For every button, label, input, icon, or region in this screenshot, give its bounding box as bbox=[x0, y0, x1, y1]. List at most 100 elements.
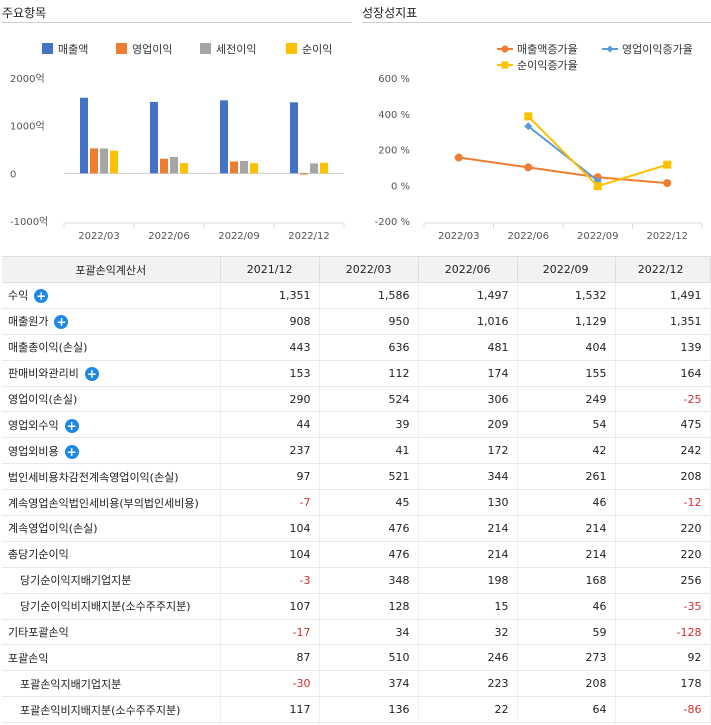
value-cell: 220 bbox=[615, 515, 711, 542]
value-cell: 510 bbox=[319, 644, 419, 672]
bar bbox=[290, 102, 298, 174]
point bbox=[501, 45, 509, 53]
value-cell: 172 bbox=[418, 437, 518, 465]
legend-label: 순이익 bbox=[302, 43, 332, 56]
value-cell: 1,351 bbox=[220, 282, 320, 309]
value-cell: 214 bbox=[517, 515, 616, 542]
bar bbox=[310, 163, 318, 174]
value-cell: 237 bbox=[220, 437, 320, 465]
value-cell: 41 bbox=[319, 437, 419, 465]
legend-label: 영업이익증가율 bbox=[622, 43, 693, 56]
value-cell: 45 bbox=[319, 489, 419, 517]
bar-chart-box: 매출액 영업이익 세전이익 순이익 2000억 1000억 0 -1000억 2022/03 20… bbox=[2, 22, 352, 252]
value-cell: 348 bbox=[319, 567, 419, 594]
expand-plus-icon[interactable]: + bbox=[54, 315, 69, 330]
value-cell: -86 bbox=[615, 696, 711, 724]
expand-plus-icon[interactable]: + bbox=[64, 418, 79, 433]
row-label-cell: 매출원가 + bbox=[2, 308, 221, 335]
row-label: 매출총이익(손실) bbox=[8, 341, 88, 355]
x-tick-label: 2022/09 bbox=[218, 231, 260, 242]
value-cell: 261 bbox=[517, 463, 616, 491]
row-label-cell: 포괄손익지배기업지분 bbox=[2, 670, 221, 698]
value-cell: 443 bbox=[220, 334, 320, 361]
bar bbox=[220, 100, 228, 174]
row-label-cell: 영업이익(손실) bbox=[2, 386, 221, 413]
x-tick-label: 2022/06 bbox=[507, 231, 549, 242]
y-tick-label: 2000억 bbox=[10, 73, 45, 85]
bar bbox=[100, 148, 108, 174]
row-label-cell: 영업외수익 + bbox=[2, 411, 221, 439]
value-cell: 908 bbox=[220, 308, 320, 335]
income-statement-table: 포괄손익계산서 2021/12 2022/03 2022/06 2022/09 2022/… bbox=[2, 256, 711, 724]
value-cell: 104 bbox=[220, 541, 320, 568]
row-label-cell: 법인세비용차감전계속영업이익(손실) bbox=[2, 463, 221, 491]
y-tick-label: 1000억 bbox=[10, 121, 45, 133]
value-cell: 112 bbox=[319, 360, 419, 387]
point bbox=[663, 160, 672, 169]
value-cell: 174 bbox=[418, 360, 518, 387]
bar bbox=[90, 148, 98, 174]
value-cell: 198 bbox=[418, 567, 518, 594]
expand-plus-icon[interactable]: + bbox=[84, 367, 99, 382]
x-tick-label: 2022/12 bbox=[288, 231, 330, 242]
row-label: 계속영업이익(손실) bbox=[8, 522, 98, 536]
point bbox=[524, 122, 533, 131]
row-label-cell: 영업외비용 + bbox=[2, 437, 221, 465]
value-cell: 220 bbox=[615, 541, 711, 568]
value-cell: 97 bbox=[220, 463, 320, 491]
bar bbox=[80, 97, 88, 174]
value-cell: 476 bbox=[319, 515, 419, 542]
expand-plus-icon[interactable]: + bbox=[34, 289, 49, 304]
y-tick-label: 0 bbox=[10, 169, 16, 180]
value-cell: 178 bbox=[615, 670, 711, 698]
value-cell: 273 bbox=[517, 644, 616, 672]
bar bbox=[160, 158, 168, 174]
value-cell: 42 bbox=[517, 437, 616, 465]
value-cell: 1,497 bbox=[418, 282, 518, 309]
point bbox=[606, 45, 614, 53]
value-cell: 107 bbox=[220, 593, 320, 620]
point bbox=[454, 153, 463, 162]
row-label-cell: 판매비와관리비 + bbox=[2, 360, 221, 387]
bar bbox=[180, 163, 188, 174]
value-cell: 256 bbox=[615, 567, 711, 594]
legend-label: 세전이익 bbox=[216, 43, 256, 56]
bar bbox=[320, 162, 328, 174]
table-row: 매출원가 +908 950 1,016 1,129 1,351 bbox=[2, 308, 711, 335]
value-cell: -7 bbox=[220, 489, 320, 517]
value-cell: 32 bbox=[418, 619, 518, 646]
value-cell: 168 bbox=[517, 567, 616, 594]
bar bbox=[150, 101, 158, 174]
value-cell: 249 bbox=[517, 386, 616, 413]
legend-label: 매출액증가율 bbox=[517, 43, 578, 56]
value-cell: 214 bbox=[418, 541, 518, 568]
y-tick-label: 0 % bbox=[391, 181, 410, 192]
row-label: 영업외비용 bbox=[8, 444, 59, 458]
value-cell: 54 bbox=[517, 411, 616, 439]
x-tick-label: 2022/12 bbox=[646, 231, 688, 242]
y-tick-label: 600 % bbox=[378, 74, 410, 85]
value-cell: 1,129 bbox=[517, 308, 616, 335]
bar bbox=[230, 161, 238, 174]
point bbox=[663, 179, 672, 188]
bar bbox=[170, 156, 178, 174]
value-cell: 117 bbox=[220, 696, 320, 724]
table-row: 당기순이익비지배지분(소수주주지분) 107 128 15 46 -35 bbox=[2, 593, 711, 620]
value-cell: -3 bbox=[220, 567, 320, 594]
value-cell: 290 bbox=[220, 386, 320, 413]
table-header-period: 2022/03 bbox=[319, 256, 419, 283]
table-header-period: 2021/12 bbox=[220, 256, 320, 283]
row-label: 계속영업손익법인세비용(부의법인세비용) bbox=[8, 496, 199, 510]
row-label-cell: 총당기순이익 bbox=[2, 541, 221, 568]
table-row: 매출총이익(손실) 443 636 481 404 139 bbox=[2, 334, 711, 361]
row-label: 당기순이익지배기업지분 bbox=[20, 574, 132, 588]
value-cell: 92 bbox=[615, 644, 711, 672]
value-cell: 1,586 bbox=[319, 282, 419, 309]
row-label: 영업이익(손실) bbox=[8, 393, 78, 406]
table-row: 포괄손익 87 510 246 273 92 bbox=[2, 644, 711, 672]
point bbox=[524, 163, 533, 172]
value-cell: 481 bbox=[418, 334, 518, 361]
expand-plus-icon[interactable]: + bbox=[64, 444, 79, 459]
value-cell: -128 bbox=[615, 619, 711, 646]
table-row: 당기순이익지배기업지분 -3 348 198 168 256 bbox=[2, 567, 711, 594]
